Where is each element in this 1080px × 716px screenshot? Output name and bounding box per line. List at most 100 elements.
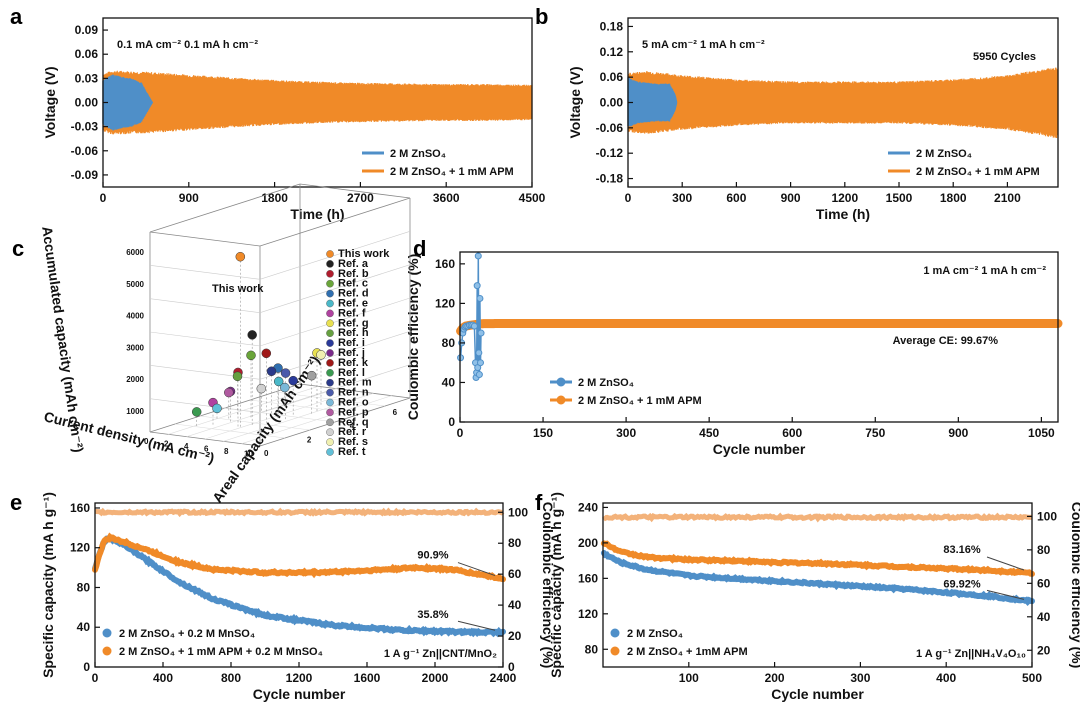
- legend-label: 2 M ZnSO₄: [916, 148, 972, 160]
- x-tick-label: 400: [936, 671, 956, 685]
- series-apm-band: [627, 67, 1059, 139]
- panel-label-d: d: [413, 236, 426, 261]
- y-tick-label: 200: [578, 536, 598, 550]
- average-ce-annotation: Average CE: 99.67%: [893, 335, 999, 347]
- legend-marker: [326, 289, 334, 298]
- y2-tick-label: 40: [1037, 610, 1051, 624]
- x-tick-label: 1050: [1028, 426, 1055, 440]
- series-ce: [94, 507, 505, 518]
- legend-label: Ref. g: [338, 317, 369, 329]
- legend-label: Ref. i: [338, 337, 365, 349]
- series-blue-capacity: [92, 534, 506, 638]
- scatter-point: [273, 376, 284, 387]
- legend-marker: [326, 319, 334, 328]
- legend-label: Ref. s: [338, 436, 368, 448]
- x-axis-label: Cycle number: [713, 441, 806, 457]
- x-tick-label: 1600: [354, 671, 381, 685]
- x-tick-label: 2100: [994, 191, 1021, 205]
- x-tick-label: 300: [672, 191, 692, 205]
- x-tick-label: 750: [865, 426, 885, 440]
- panel-label-e: e: [10, 490, 22, 515]
- series-apm-ce: [456, 319, 1063, 336]
- legend-label: Ref. d: [338, 288, 369, 300]
- box-edge: [149, 183, 301, 233]
- legend-label: Ref. l: [338, 367, 365, 379]
- data-point-znso4: [477, 329, 485, 337]
- legend-label: Ref. q: [338, 416, 369, 428]
- legend-marker: [326, 329, 334, 338]
- x-tick-label: 600: [782, 426, 802, 440]
- data-point-znso4: [475, 371, 483, 379]
- y-tick-label: 160: [578, 571, 598, 585]
- x-tick-label: 2: [164, 440, 169, 449]
- scatter-point: [256, 383, 267, 394]
- legend-label: 2 M ZnSO₄ + 0.2 M MnSO₄: [119, 628, 255, 640]
- y2-tick-label: 80: [508, 536, 522, 550]
- y-tick-label: 120: [435, 296, 455, 310]
- legend-marker: [326, 299, 334, 308]
- legend-label: Ref. c: [338, 278, 368, 290]
- y-tick-label: 0: [83, 660, 90, 674]
- legend-label: Ref. n: [338, 387, 369, 399]
- x-tick-label: 1200: [831, 191, 858, 205]
- x-axis-label: Time (h): [816, 206, 870, 222]
- y2-tick-label: 60: [508, 567, 522, 581]
- legend-marker: [610, 646, 620, 656]
- y-tick-label: 0.12: [600, 45, 624, 59]
- grid-line: [149, 231, 411, 280]
- y-tick-label: 0.06: [600, 70, 624, 84]
- legend-marker: [326, 418, 334, 427]
- scatter-point: [247, 330, 257, 340]
- y2-tick-label: 100: [508, 505, 528, 519]
- y2-tick-label: 0: [508, 660, 515, 674]
- legend-label: Ref. f: [338, 307, 366, 319]
- x-tick-label: 500: [1022, 671, 1042, 685]
- y-tick-label: -0.12: [596, 146, 624, 160]
- y-axis-label: Coulombic efficiency (%): [405, 254, 421, 420]
- retention-arrow-blue: [457, 620, 496, 631]
- x-tick-label: 900: [781, 191, 801, 205]
- condition-annotation: 1 A g⁻¹ Zn||CNT/MnO₂: [384, 648, 497, 660]
- legend-label: Ref. a: [338, 258, 369, 270]
- x-axis-label: Cycle number: [253, 686, 346, 702]
- legend-marker: [326, 349, 334, 357]
- retention-arrow-blue: [986, 589, 1025, 600]
- legend-label: 2 M ZnSO₄ + 1 mM APM + 0.2 M MnSO₄: [119, 646, 323, 658]
- scatter-point: [266, 366, 277, 377]
- x-axis-label: Cycle number: [771, 686, 864, 702]
- panel-e: e0 400 800 1200 1600 2000 240004080120160Cycle…: [10, 490, 556, 702]
- y-tick-label: 240: [578, 500, 598, 514]
- legend-label: 2 M ZnSO₄ + 1 mM APM: [916, 166, 1040, 178]
- scatter-point: [316, 350, 326, 360]
- panel-label-b: b: [535, 4, 548, 29]
- y-tick-label: -0.03: [71, 120, 99, 134]
- scatter-point: [288, 375, 298, 386]
- z-tick-label: 3000: [126, 343, 144, 352]
- x-tick-label: 8: [224, 447, 229, 456]
- box-edge: [259, 197, 411, 247]
- x-tick-label: 0: [100, 191, 107, 205]
- legend-label: Ref. p: [338, 406, 369, 418]
- legend-label: 2 M ZnSO₄ + 1 mM APM: [578, 395, 702, 407]
- scatter-point: [261, 348, 272, 359]
- condition-annotation: 1 A g⁻¹ Zn||NH₄V₄O₁₀: [916, 648, 1026, 660]
- data-point-znso4: [476, 294, 484, 302]
- y2-tick-label: 20: [508, 629, 522, 643]
- x-tick-label: 1200: [286, 671, 313, 685]
- x-tick-label: 450: [699, 426, 719, 440]
- legend-label: Ref. e: [338, 298, 368, 310]
- y2-tick-label: 100: [1037, 509, 1057, 523]
- x-tick-label: 4: [184, 442, 189, 451]
- y-tick-label: 160: [70, 501, 90, 515]
- panel-f: f 100 200 300 400 500 80 120 160 200 240 Cycle numb…: [535, 490, 1080, 702]
- y-axis-label: Areal capacity (mAh cm⁻²): [209, 353, 323, 506]
- legend-label: Ref. r: [338, 426, 367, 438]
- z-tick-label: 5000: [126, 280, 144, 289]
- retention-label-blue: 69.92%: [943, 578, 981, 590]
- x-tick-label: 900: [179, 191, 199, 205]
- cycles-annotation: 5950 Cycles: [973, 51, 1036, 63]
- legend-marker: [326, 438, 334, 446]
- y-tick-label: 80: [442, 336, 456, 350]
- legend-label: Ref. o: [338, 397, 369, 409]
- series-ce: [601, 512, 1033, 523]
